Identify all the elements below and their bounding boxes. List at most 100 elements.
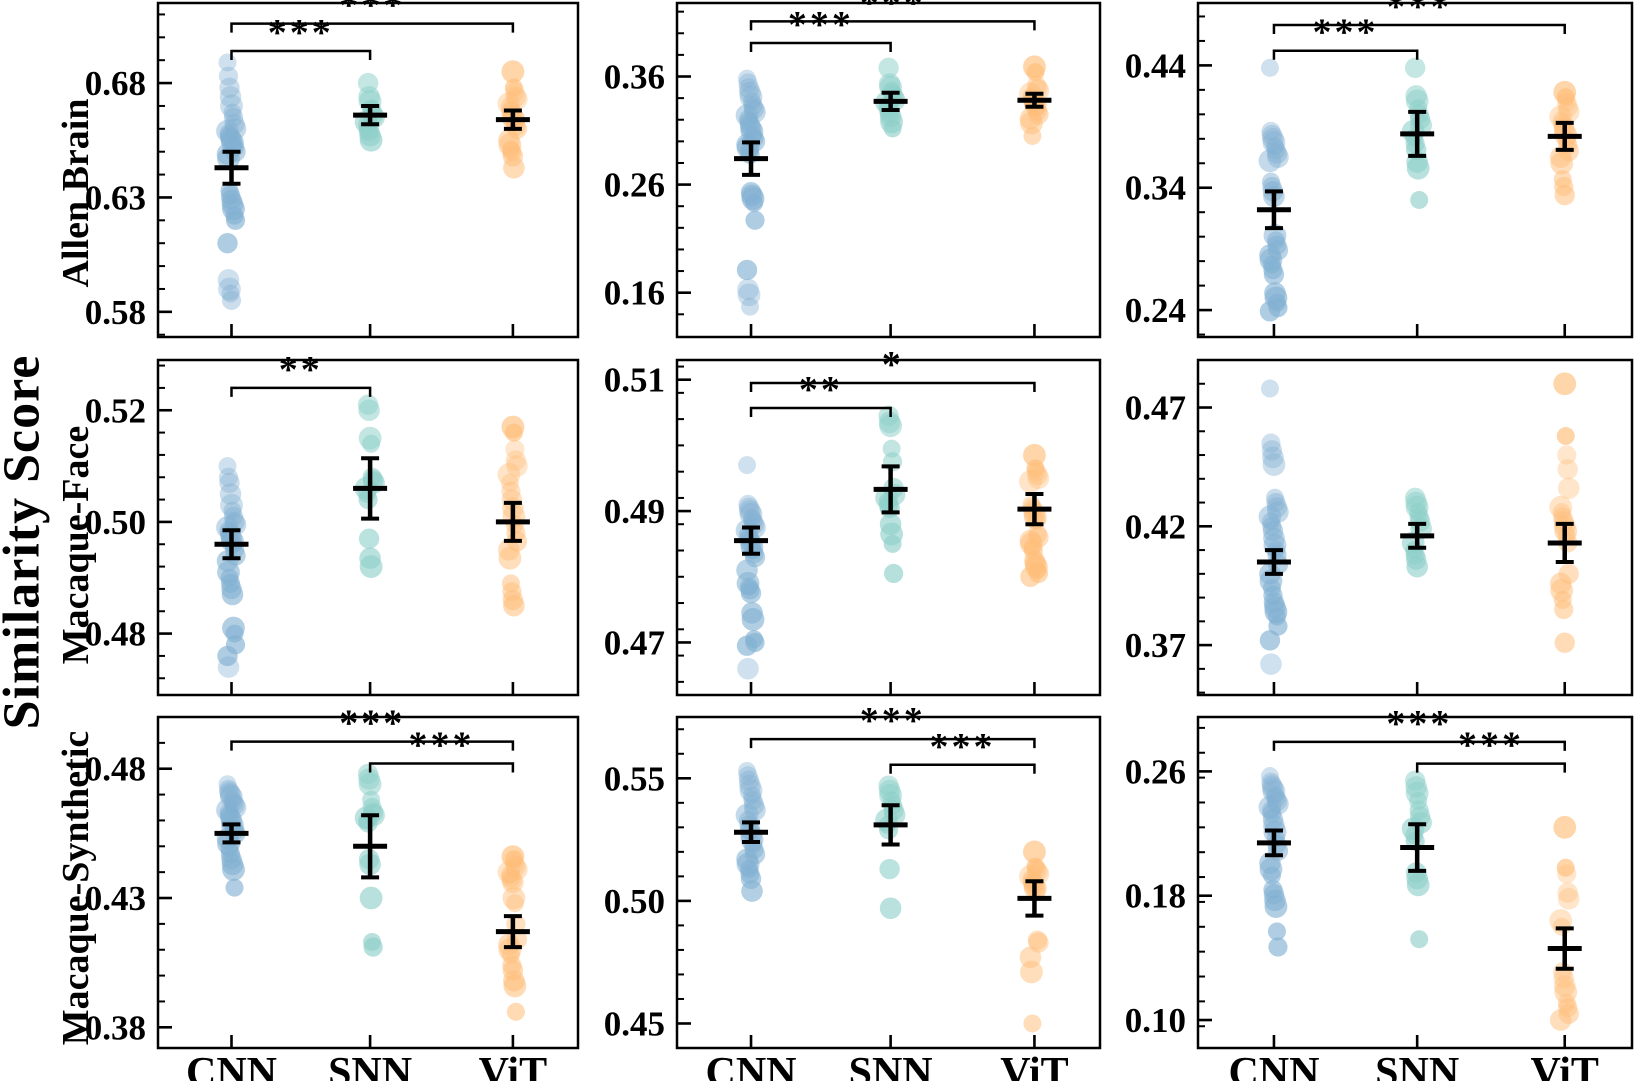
data-point-cnn [223, 792, 244, 812]
significance-bracket [749, 20, 1036, 31]
significance-bracket [368, 762, 515, 773]
significance-stars: *** [1458, 725, 1524, 767]
group-vit [497, 60, 528, 179]
mean-errorbar-vit [1547, 926, 1582, 971]
data-point-vit [504, 423, 523, 442]
data-point-cnn [743, 795, 765, 816]
significance-stars: *** [268, 12, 334, 54]
data-point-cnn [220, 94, 243, 118]
mean-errorbar-cnn [734, 820, 769, 845]
data-point-vit [505, 856, 527, 878]
x-tick-label-vit: ViT [1000, 1050, 1068, 1081]
data-point-cnn [219, 77, 240, 98]
data-point-cnn [217, 233, 238, 254]
data-point-vit [1020, 566, 1041, 587]
data-point-vit [1557, 864, 1577, 884]
y-tick-label: 0.48 [85, 615, 146, 654]
data-point-cnn [218, 66, 239, 86]
data-point-vit [502, 886, 526, 910]
data-point-cnn [1266, 143, 1288, 164]
data-point-snn [878, 57, 899, 79]
data-point-vit [500, 865, 519, 884]
significance-stars: *** [339, 703, 405, 745]
data-point-vit [1553, 511, 1574, 532]
data-point-vit [1027, 861, 1048, 882]
data-point-cnn [737, 278, 759, 301]
data-point-cnn [741, 880, 763, 902]
x-tick-label-snn: SNN [849, 1050, 933, 1081]
data-point-cnn [743, 786, 762, 805]
data-point-snn [363, 937, 383, 957]
data-point-vit [1553, 815, 1577, 839]
data-point-cnn [738, 770, 760, 791]
data-point-vit [1556, 427, 1575, 446]
y-tick-label: 0.51 [604, 361, 665, 400]
significance-stars: *** [860, 0, 926, 24]
mean-errorbar-vit [495, 914, 530, 950]
data-point-vit [1549, 1009, 1572, 1031]
data-point-vit [500, 473, 519, 492]
data-point-vit [1026, 75, 1047, 95]
data-point-cnn [736, 259, 758, 281]
data-point-vit [497, 463, 521, 486]
data-point-cnn [736, 635, 758, 656]
data-point-cnn [739, 502, 763, 526]
data-point-vit [1554, 599, 1574, 620]
data-point-vit [501, 869, 523, 891]
mean-errorbar-snn [353, 456, 388, 521]
y-tick-label: 0.63 [85, 178, 146, 217]
x-tick-label-cnn: CNN [706, 1050, 797, 1081]
data-point-vit [1556, 88, 1575, 107]
data-point-cnn [739, 774, 761, 797]
data-point-vit [1026, 459, 1045, 478]
plot-frame [156, 1, 580, 339]
y-tick-label: 0.36 [604, 58, 665, 97]
y-tick-label: 0.52 [85, 391, 146, 430]
data-point-cnn [218, 467, 239, 487]
data-point-cnn [743, 92, 762, 111]
data-point-snn [879, 858, 900, 880]
data-point-cnn [738, 73, 758, 93]
data-point-cnn [738, 456, 757, 475]
data-point-cnn [1261, 775, 1283, 796]
panel-row0-col0: 0.58 0.63 0.68 ****** [85, 0, 580, 339]
mean-errorbar-cnn [214, 528, 249, 561]
data-point-vit [1023, 840, 1046, 864]
panel-row1-col2: 0.37 0.42 0.47 [1125, 358, 1634, 697]
data-point-vit [1023, 126, 1042, 145]
data-point-cnn [220, 785, 243, 809]
significance-bracket [749, 406, 892, 417]
data-point-cnn [1260, 58, 1279, 77]
mean-errorbar-snn [873, 803, 908, 847]
mean-errorbar-snn [1400, 109, 1435, 158]
significance-bracket [230, 49, 372, 61]
data-point-cnn [738, 494, 758, 515]
data-point-cnn [1266, 788, 1286, 808]
data-point-snn [1410, 190, 1429, 209]
data-point-vit [1020, 960, 1043, 984]
data-point-cnn [1259, 630, 1281, 651]
data-point-snn [883, 534, 902, 553]
significance-bracket [1415, 762, 1566, 773]
data-point-snn [1406, 156, 1430, 180]
data-point-vit [1027, 467, 1050, 490]
group-snn [354, 763, 385, 957]
x-tick-label-cnn: CNN [1228, 1050, 1319, 1081]
significance-bracket [749, 737, 1036, 749]
data-point-vit [1027, 930, 1048, 950]
significance-bracket [1272, 49, 1419, 60]
panel-row2-col1: 0.45 0.50 0.55 ****** CNN SNN ViT [604, 700, 1102, 1081]
significance-bracket [230, 22, 515, 33]
data-point-cnn [738, 69, 757, 88]
data-point-cnn [745, 210, 765, 230]
data-point-vit [1557, 882, 1578, 903]
data-point-snn [358, 528, 380, 549]
data-point-cnn [1262, 453, 1286, 476]
mean-errorbar-cnn [734, 525, 769, 556]
data-point-vit [1557, 993, 1576, 1012]
data-point-vit [501, 481, 521, 501]
significance-stars: *** [1386, 0, 1452, 28]
plot-frame [1196, 715, 1634, 1050]
mean-errorbar-vit [1017, 91, 1052, 109]
x-tick-label-cnn: CNN [186, 1050, 277, 1081]
